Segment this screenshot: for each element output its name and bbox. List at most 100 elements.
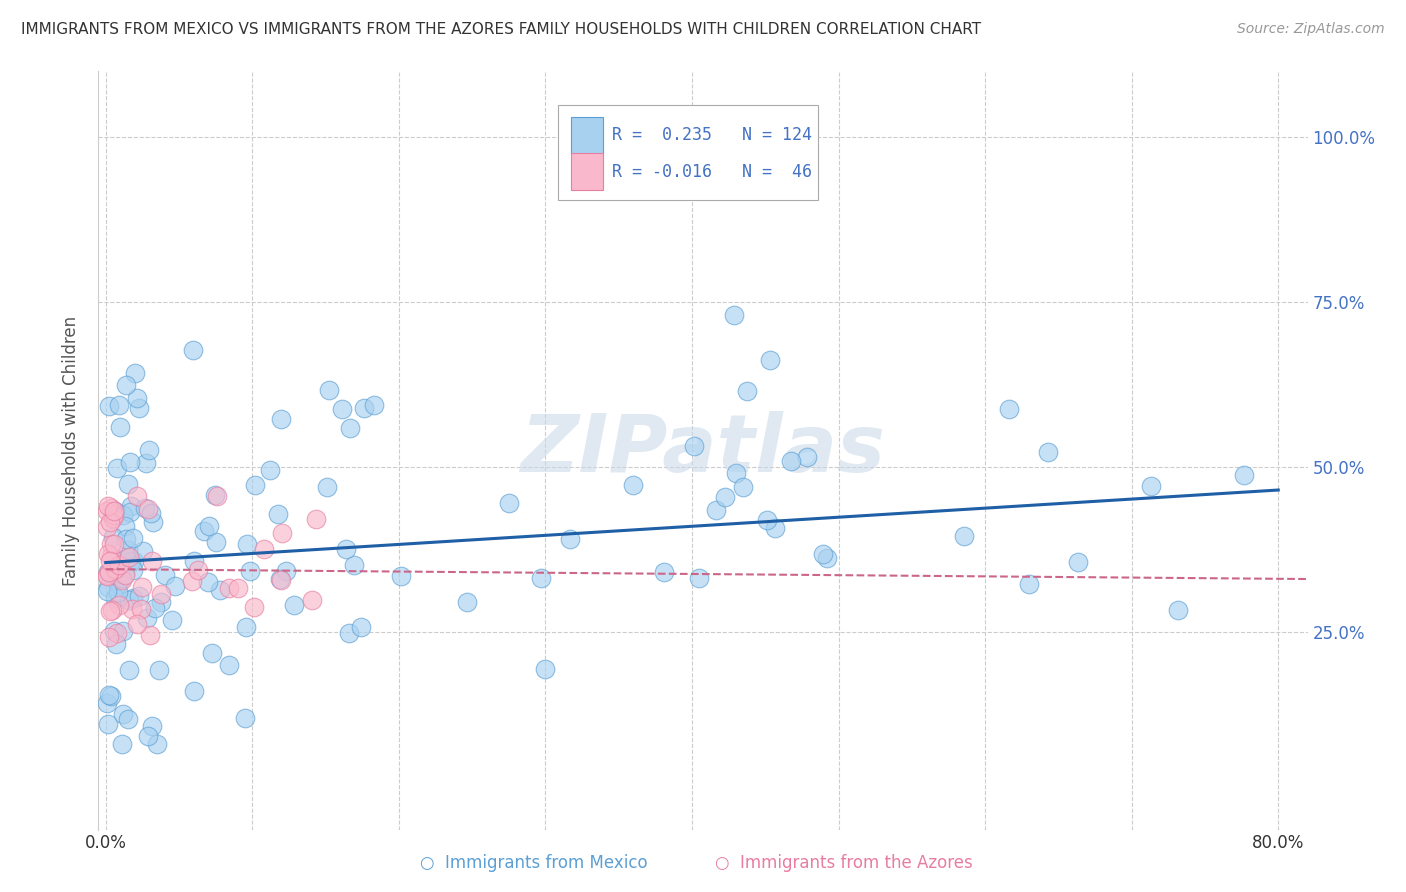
Point (114, 568, 136, 582)
Point (350, 619, 373, 633)
Point (96, 504, 118, 518)
Point (163, 579, 186, 593)
Point (253, 541, 276, 556)
Point (122, 553, 145, 567)
Point (1167, 603, 1189, 617)
Point (96, 567, 118, 582)
Point (107, 577, 129, 591)
Point (114, 519, 136, 533)
Point (103, 537, 125, 551)
Point (218, 581, 240, 595)
Point (239, 565, 262, 579)
Text: ○  Immigrants from Mexico: ○ Immigrants from Mexico (420, 855, 648, 872)
Point (121, 602, 143, 616)
Point (111, 574, 134, 588)
Point (111, 706, 134, 721)
Point (101, 530, 124, 544)
Point (115, 533, 138, 547)
Point (96, 584, 118, 599)
Point (115, 377, 138, 392)
Point (125, 616, 148, 631)
Point (97, 400, 120, 414)
Point (780, 454, 803, 468)
Point (389, 569, 412, 583)
Point (204, 488, 226, 502)
Point (652, 565, 675, 579)
Point (235, 620, 257, 634)
Point (343, 558, 366, 573)
Point (339, 421, 361, 435)
Point (96, 569, 118, 583)
Point (111, 737, 134, 751)
Point (97, 565, 120, 579)
Point (120, 455, 142, 469)
Point (363, 398, 385, 412)
Point (104, 591, 127, 605)
Point (98, 605, 121, 619)
Point (335, 541, 357, 556)
Point (813, 547, 835, 561)
Point (233, 711, 256, 725)
Point (117, 712, 139, 726)
Point (149, 587, 172, 601)
FancyBboxPatch shape (558, 105, 818, 201)
Point (136, 610, 159, 624)
Point (97, 547, 120, 561)
Point (98, 516, 121, 530)
Point (134, 500, 156, 515)
Point (155, 567, 177, 582)
Point (128, 589, 150, 603)
Text: ○  Immigrants from the Azores: ○ Immigrants from the Azores (714, 855, 973, 872)
Point (100, 501, 122, 516)
Point (723, 308, 745, 322)
Point (283, 599, 305, 613)
Point (105, 626, 128, 640)
Point (270, 412, 292, 426)
Point (124, 367, 146, 381)
Point (201, 646, 224, 660)
Point (96, 697, 118, 711)
Point (101, 603, 124, 617)
FancyBboxPatch shape (571, 117, 603, 154)
Point (141, 719, 163, 733)
Point (100, 689, 122, 703)
Point (198, 518, 221, 533)
Point (815, 550, 838, 565)
Point (259, 463, 281, 477)
Point (118, 663, 141, 677)
Point (100, 549, 122, 564)
Point (118, 592, 141, 607)
Point (118, 549, 141, 564)
Point (100, 554, 122, 568)
Point (269, 573, 291, 587)
Point (688, 571, 710, 585)
Point (103, 508, 125, 522)
Point (104, 637, 127, 651)
Point (270, 574, 292, 588)
Point (138, 442, 160, 457)
Point (162, 613, 184, 627)
Point (208, 582, 231, 597)
Text: Source: ZipAtlas.com: Source: ZipAtlas.com (1237, 22, 1385, 37)
Point (713, 490, 735, 504)
Point (114, 566, 136, 581)
Point (122, 591, 145, 606)
Point (129, 602, 152, 616)
Point (682, 439, 704, 453)
Point (98, 566, 121, 580)
Point (763, 521, 786, 535)
Point (558, 532, 581, 546)
Point (274, 564, 297, 578)
Point (125, 489, 148, 503)
Point (534, 662, 557, 676)
Point (103, 624, 125, 638)
Point (117, 542, 139, 557)
Point (125, 391, 148, 405)
Point (105, 461, 128, 475)
Point (108, 419, 131, 434)
Point (120, 499, 142, 513)
Point (271, 525, 294, 540)
Point (183, 554, 205, 568)
Point (120, 554, 142, 568)
Point (131, 544, 153, 558)
